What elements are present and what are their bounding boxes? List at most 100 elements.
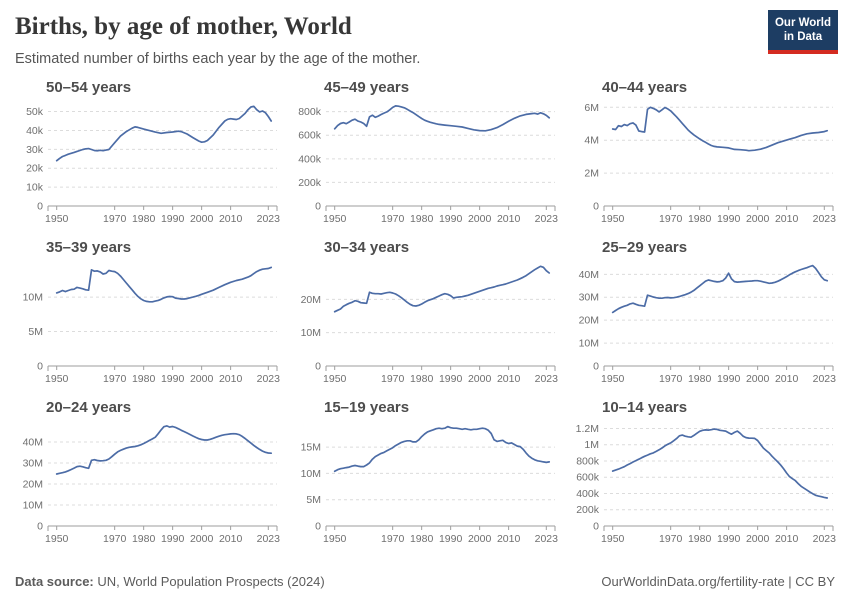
x-axis-tick-label: 2023 — [535, 373, 559, 385]
x-axis-tick-label: 1980 — [410, 213, 434, 225]
y-axis-tick-label: 0 — [593, 200, 599, 212]
y-axis-tick-label: 30M — [579, 291, 599, 303]
x-axis-tick-label: 2000 — [190, 373, 214, 385]
y-axis-tick-label: 1M — [584, 439, 599, 451]
y-axis-tick-label: 5M — [28, 326, 43, 338]
line-chart-svg: 0 200k 400k 600k 800k 1950 1970 1980 1990 2000 201… — [298, 104, 559, 225]
data-source-text: UN, World Population Prospects (2024) — [97, 574, 325, 589]
chart-panel-title: 50–54 years — [46, 78, 132, 96]
data-series-line — [55, 424, 273, 475]
chart-panel-title: 40–44 years — [602, 78, 688, 96]
data-series-line — [611, 264, 829, 314]
x-axis-tick-label: 1950 — [323, 533, 347, 545]
page-subtitle: Estimated number of births each year by … — [15, 50, 421, 67]
y-axis-tick-label: 0 — [315, 360, 321, 372]
y-axis-tick-label: 20M — [579, 314, 599, 326]
chart-panel-title: 20–24 years — [46, 398, 132, 416]
chart-panel: 30–34 years 0 10M 20M 1950 1970 1980 1990 2000 20… — [290, 239, 560, 390]
y-axis-tick-label: 15M — [301, 441, 321, 453]
x-axis-tick-label: 1980 — [688, 533, 712, 545]
chart-panel: 35–39 years 0 5M 10M 1950 1970 1980 1990 2000 201… — [12, 239, 282, 390]
y-axis-tick-label: 40M — [23, 436, 43, 448]
x-axis-tick-label: 2010 — [219, 213, 243, 225]
line-chart-svg: 0 10M 20M 30M 40M 1950 1970 1980 1990 2000 2010 202… — [579, 264, 836, 385]
line-chart-svg: 0 10M 20M 30M 40M 1950 1970 1980 1990 2000 2010 202… — [23, 424, 280, 545]
x-axis-tick-label: 2023 — [535, 533, 559, 545]
data-series-line — [333, 425, 551, 472]
x-axis-tick-label: 2000 — [746, 533, 770, 545]
line-chart-svg: 0 10k 20k 30k 40k 50k 1950 1970 1980 1990 2000 2010… — [26, 105, 281, 225]
y-axis-tick-label: 40M — [579, 269, 599, 281]
y-axis-tick-label: 0 — [315, 200, 321, 212]
x-axis-tick-label: 1990 — [439, 533, 463, 545]
x-axis-tick-label: 1980 — [132, 213, 156, 225]
x-axis-tick-label: 1970 — [103, 213, 127, 225]
x-axis-tick-label: 1970 — [659, 373, 683, 385]
x-axis-tick-label: 1970 — [659, 213, 683, 225]
x-axis-tick-label: 1980 — [688, 373, 712, 385]
chart-panel: 40–44 years 0 2M 4M 6M 1950 1970 1980 1990 2000 20… — [568, 79, 838, 230]
x-axis-tick-label: 2010 — [775, 213, 799, 225]
owid-logo-line1: Our World — [774, 17, 831, 29]
chart-panel: 45–49 years 0 200k 400k 600k 800k 1950 1970 1980… — [290, 79, 560, 230]
y-axis-tick-label: 50k — [26, 106, 44, 118]
x-axis-tick-label: 1990 — [439, 373, 463, 385]
x-axis-tick-label: 1970 — [103, 373, 127, 385]
y-axis-tick-label: 6M — [584, 102, 599, 114]
x-axis-tick-label: 2010 — [497, 533, 521, 545]
line-chart-svg: 0 5M 10M 15M 1950 1970 1980 1990 2000 2010 2023 — [301, 425, 559, 545]
line-chart-svg: 0 200k 400k 600k 800k 1M 1.2M 1950 1970 1980 1990 2… — [576, 423, 836, 545]
y-axis-tick-label: 0 — [593, 360, 599, 372]
y-axis-tick-label: 40k — [26, 125, 44, 137]
x-axis-tick-label: 1990 — [161, 533, 185, 545]
data-series-line — [333, 104, 551, 132]
data-series-line — [611, 428, 829, 499]
owid-logo-line2: in Data — [783, 31, 823, 44]
y-axis-tick-label: 200k — [298, 177, 322, 189]
y-axis-tick-label: 10M — [579, 337, 599, 349]
chart-panel: 15–19 years 0 5M 10M 15M 1950 1970 1980 1990 2000… — [290, 399, 560, 550]
x-axis-tick-label: 1990 — [439, 213, 463, 225]
x-axis-tick-label: 2023 — [535, 213, 559, 225]
x-axis-tick-label: 2010 — [219, 373, 243, 385]
y-axis-tick-label: 30M — [23, 457, 43, 469]
x-axis-tick-label: 2010 — [775, 533, 799, 545]
x-axis-tick-label: 2023 — [257, 373, 281, 385]
data-series-line — [611, 106, 829, 152]
chart-panel: 25–29 years 0 10M 20M 30M 40M 1950 1970 1980 1990… — [568, 239, 838, 390]
x-axis-tick-label: 1990 — [161, 213, 185, 225]
y-axis-tick-label: 4M — [584, 134, 599, 146]
chart-header: Births, by age of mother, World Estimate… — [0, 0, 850, 67]
y-axis-tick-label: 0 — [37, 360, 43, 372]
y-axis-tick-label: 0 — [315, 520, 321, 532]
x-axis-tick-label: 1980 — [688, 213, 712, 225]
y-axis-tick-label: 200k — [576, 504, 600, 516]
y-axis-tick-label: 800k — [576, 455, 600, 467]
chart-panel-title: 45–49 years — [324, 78, 410, 96]
data-source-label: Data source: — [15, 574, 94, 589]
footer-license-link[interactable]: OurWorldinData.org/fertility-rate | CC B… — [601, 574, 835, 589]
x-axis-tick-label: 1950 — [45, 213, 69, 225]
y-axis-tick-label: 10M — [301, 468, 321, 480]
line-chart-svg: 0 2M 4M 6M 1950 1970 1980 1990 2000 2010 2023 — [584, 102, 837, 225]
x-axis-tick-label: 2010 — [219, 533, 243, 545]
data-series-line — [333, 265, 551, 313]
data-series-line — [55, 105, 273, 162]
x-axis-tick-label: 1950 — [601, 213, 625, 225]
chart-panel-title: 25–29 years — [602, 238, 688, 256]
x-axis-tick-label: 2000 — [190, 533, 214, 545]
x-axis-tick-label: 1950 — [323, 213, 347, 225]
y-axis-tick-label: 400k — [298, 153, 322, 165]
x-axis-tick-label: 1980 — [410, 373, 434, 385]
y-axis-tick-label: 0 — [37, 520, 43, 532]
chart-panel-title: 15–19 years — [324, 398, 410, 416]
x-axis-tick-label: 2023 — [813, 213, 837, 225]
x-axis-tick-label: 1980 — [132, 533, 156, 545]
x-axis-tick-label: 2023 — [257, 213, 281, 225]
x-axis-tick-label: 2000 — [746, 213, 770, 225]
y-axis-tick-label: 5M — [306, 494, 321, 506]
data-source: Data source: UN, World Population Prospe… — [15, 574, 325, 589]
data-series-line — [55, 266, 273, 303]
chart-panel: 50–54 years 0 10k 20k 30k 40k 50k 1950 1970 1980 1… — [12, 79, 282, 230]
x-axis-tick-label: 1980 — [410, 533, 434, 545]
